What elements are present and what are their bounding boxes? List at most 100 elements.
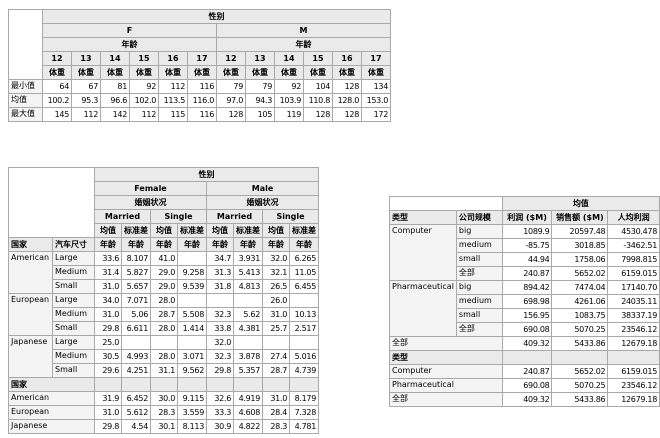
data-cell: 32.6 [206, 391, 234, 406]
data-cell: 9.539 [177, 279, 207, 294]
row-header-cell: small [455, 308, 503, 323]
data-cell [289, 293, 319, 308]
data-cell: 29.8 [94, 321, 122, 336]
row-header-cell: 最小值 [8, 79, 43, 94]
data-cell: 128 [303, 107, 333, 122]
data-cell: 32.3 [206, 349, 234, 364]
header-cell: 体重 [216, 65, 246, 80]
header-cell: 体重 [42, 65, 72, 80]
header-cell: 体重 [100, 65, 130, 80]
data-cell: 33.6 [94, 251, 122, 266]
company-means-table: 均值 类型 公司规模 利润 ($M) 销售额 ($M) 人均利润 Computer big 10… [389, 196, 660, 407]
data-cell: 31.0 [262, 391, 290, 406]
row-header-cell: 全部 [455, 322, 503, 337]
data-cell: 5.413 [233, 265, 263, 280]
header-cell [94, 377, 122, 392]
header-cell: 13 [245, 51, 275, 66]
table-row: American 31.9 6.452 30.0 9.115 32.6 4.919 31.0 8… [8, 391, 319, 406]
table-row: 年龄 年龄 [9, 37, 391, 52]
data-cell: 8.107 [121, 251, 151, 266]
data-cell: 97.0 [216, 93, 246, 108]
data-cell: 92 [274, 79, 304, 94]
header-cell: 年龄 [262, 237, 290, 252]
data-cell: 5.62 [233, 307, 263, 322]
row-header-cell: Large [52, 293, 95, 308]
data-cell: 119 [274, 107, 304, 122]
header-cell: 国家 [8, 377, 95, 392]
data-cell: 41.0 [150, 251, 178, 266]
header-cell: 体重 [129, 65, 159, 80]
header-cell [233, 377, 263, 392]
data-cell: 10.13 [289, 307, 319, 322]
data-cell: 29.0 [150, 265, 178, 280]
data-cell: 128 [332, 79, 362, 94]
row-header-cell: European [8, 293, 53, 336]
header-cell: 性别 [42, 9, 391, 24]
data-cell: 5.657 [121, 279, 151, 294]
header-cell: 年龄 [206, 237, 234, 252]
data-cell: 30.9 [206, 419, 234, 434]
header-cell [551, 350, 609, 365]
data-cell: 30.1 [150, 419, 178, 434]
data-cell: 240.87 [501, 266, 553, 281]
header-cell: 12 [42, 51, 72, 66]
header-cell: 15 [303, 51, 333, 66]
data-cell: 4.54 [121, 419, 151, 434]
data-cell: 7474.04 [551, 280, 609, 295]
header-cell [177, 377, 207, 392]
data-cell: 104 [303, 79, 333, 94]
table-row: 类型 公司规模 利润 ($M) 销售额 ($M) 人均利润 [389, 210, 660, 225]
data-cell: 28.3 [150, 405, 178, 420]
header-cell: 体重 [71, 65, 101, 80]
header-cell: 体重 [332, 65, 362, 80]
data-cell: 28.0 [150, 349, 178, 364]
row-header-cell: European [8, 405, 95, 420]
header-cell: 销售额 ($M) [551, 210, 609, 225]
row-header-cell: Medium [52, 349, 95, 364]
header-cell: 均值 [94, 223, 122, 238]
data-cell: 128.0 [332, 93, 362, 108]
data-cell: 28.3 [262, 419, 290, 434]
header-cell: 均值 [262, 223, 290, 238]
header-cell: M [216, 23, 391, 38]
table-row: Medium 31.0 5.06 28.7 5.508 32.3 5.62 31.0 10.13 [9, 307, 319, 322]
row-header-cell: medium [455, 238, 503, 253]
data-cell: 26.0 [262, 293, 290, 308]
data-cell: 409.32 [501, 392, 553, 407]
header-cell: 婚姻状况 [206, 195, 319, 210]
row-header-cell: 全部 [455, 266, 503, 281]
header-cell: F [42, 23, 217, 38]
data-cell: 25.7 [262, 321, 290, 336]
data-cell: 4.822 [233, 419, 263, 434]
table-row: 全部 409.32 5433.86 12679.18 [389, 336, 660, 351]
data-cell: 4.381 [233, 321, 263, 336]
header-cell [150, 377, 178, 392]
data-cell: 5.357 [233, 363, 263, 378]
data-cell: 24035.11 [607, 294, 660, 309]
row-header-cell: Japanese [8, 335, 53, 378]
data-cell: 6.455 [289, 279, 319, 294]
table-row: 体重 体重 体重 体重 体重 体重 体重 体重 体重 体重 体重 体重 [9, 65, 391, 80]
data-cell: 5.508 [177, 307, 207, 322]
header-cell: 体重 [303, 65, 333, 80]
data-cell: 156.95 [501, 308, 553, 323]
data-cell: 30.0 [150, 391, 178, 406]
row-header-cell: Large [52, 335, 95, 350]
data-cell: 34.0 [94, 293, 122, 308]
row-header-cell: Medium [52, 265, 95, 280]
data-cell: 3.559 [177, 405, 207, 420]
data-cell: 11.05 [289, 265, 319, 280]
header-cell: 14 [100, 51, 130, 66]
data-cell: 112 [158, 79, 188, 94]
table-row: Female Male [9, 181, 319, 196]
data-cell: 38337.19 [607, 308, 660, 323]
header-cell: 年龄 [216, 37, 391, 52]
data-cell: 31.0 [262, 307, 290, 322]
table-row: European 31.0 5.612 28.3 3.559 33.3 4.608 28.4 7… [8, 405, 319, 420]
row-header-cell: 全部 [389, 336, 503, 351]
age-stats-by-gender-marital-table: 性别 Female Male 婚姻状况 婚姻状况 Married Single Married… [8, 167, 319, 434]
data-cell: 6.265 [289, 251, 319, 266]
data-cell: 29.0 [150, 279, 178, 294]
data-cell: 31.0 [94, 307, 122, 322]
